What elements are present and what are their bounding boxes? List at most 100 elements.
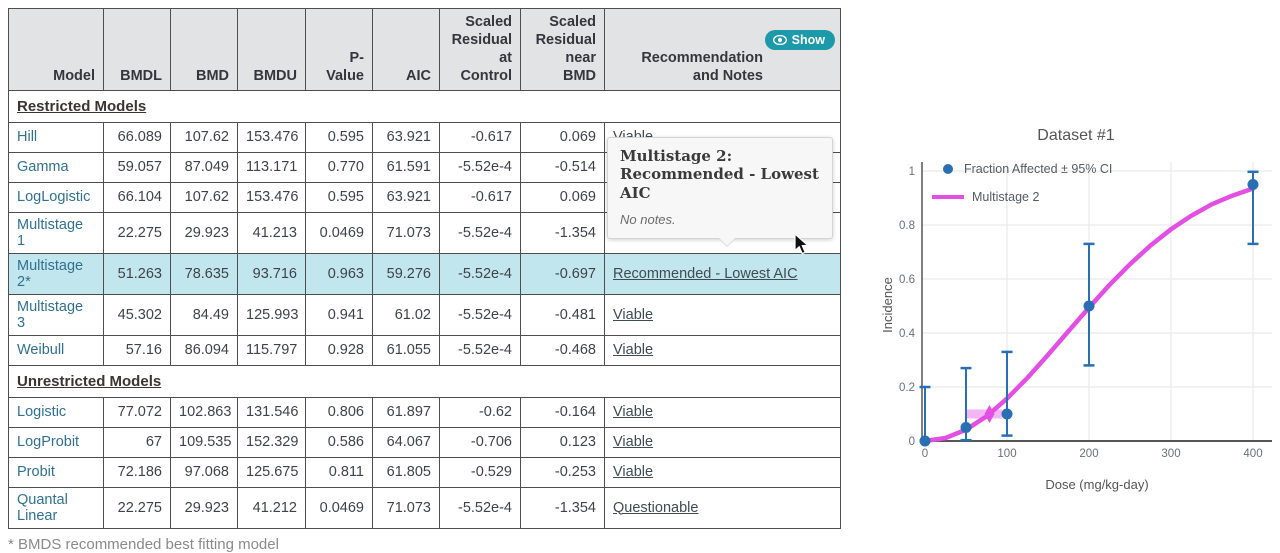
value-cell: 84.49	[170, 293, 238, 336]
value-cell: -0.706	[439, 426, 521, 458]
legend-item-fraction-affected[interactable]: Fraction Affected ± 95% CI	[943, 162, 1112, 176]
col-header-bmd: BMD	[170, 8, 238, 91]
recommendation-link[interactable]: Viable	[613, 404, 654, 420]
dose-response-chart: 0 0.2 0.4 0.6 0.8 1 0 100 200 300 400 Dose (mg/kg-d…	[880, 105, 1280, 500]
chart-canvas[interactable]: 0 0.2 0.4 0.6 0.8 1 0 100 200 300 400 Dose (mg/kg-d…	[880, 105, 1280, 500]
value-cell: 107.62	[170, 121, 238, 153]
col-header-bmdu: BMDU	[237, 8, 306, 91]
y-tick-label: 0.8	[899, 220, 915, 232]
value-cell: 125.675	[237, 456, 306, 488]
value-cell: 63.921	[372, 121, 440, 153]
col-header-recommendation: Recommendation and Notes Show	[604, 8, 841, 91]
section-label: Unrestricted Models	[17, 372, 162, 390]
x-tick-label: 100	[997, 448, 1016, 460]
model-link[interactable]: Multistage 3	[17, 298, 84, 331]
y-axis-title: Incidence	[880, 277, 895, 333]
y-tick-label: 1	[909, 166, 915, 178]
recommendation-link[interactable]: Viable	[613, 464, 654, 480]
value-cell: 59.057	[103, 151, 171, 183]
table-row: Weibull 57.16 86.094 115.797 0.928 61.055 -5.5…	[8, 334, 841, 366]
col-header-bmdl: BMDL	[103, 8, 171, 91]
x-tick-label: 0	[922, 448, 928, 460]
tooltip-title: Multistage 2: Recommended - Lowest AIC	[620, 147, 819, 202]
value-cell: -5.52e-4	[439, 252, 521, 295]
value-cell: 0.123	[520, 426, 605, 458]
table-row: Hill 66.089 107.62 153.476 0.595 63.921 -0.617…	[8, 121, 841, 153]
value-cell: 78.635	[170, 252, 238, 295]
chart-title: Dataset #1	[1037, 127, 1114, 144]
recommendation-link[interactable]: Viable	[613, 306, 654, 323]
bmd-diamond-marker	[984, 405, 995, 423]
value-cell: 64.067	[372, 426, 440, 458]
show-button[interactable]: Show	[764, 30, 835, 50]
y-tick-label: 0	[909, 436, 915, 448]
model-summary-table-container: Model BMDL BMD BMDU P-Value AIC Scaled R…	[8, 8, 841, 553]
value-cell: 61.897	[372, 396, 440, 428]
recommendation-tooltip: Multistage 2: Recommended - Lowest AIC N…	[607, 137, 833, 247]
model-link[interactable]: Probit	[17, 464, 55, 480]
value-cell: 51.263	[103, 252, 171, 295]
legend-label: Fraction Affected ± 95% CI	[964, 162, 1112, 176]
table-row: Multistage 2* 51.263 78.635 93.716 0.963 59.2…	[8, 252, 841, 295]
section-header-row: Unrestricted Models	[8, 364, 841, 398]
value-cell: 0.806	[305, 396, 373, 428]
value-cell: 115.797	[237, 334, 306, 366]
mouse-cursor-icon	[794, 233, 810, 255]
value-cell: -0.617	[439, 121, 521, 153]
model-link[interactable]: LogLogistic	[17, 189, 91, 205]
recommendation-cell: Viable	[604, 293, 841, 336]
recommendation-cell: Viable	[604, 456, 841, 488]
value-cell: 77.072	[103, 396, 171, 428]
col-header-scaled-residual-control: Scaled Residual at Control	[439, 8, 521, 91]
value-cell: 0.069	[520, 181, 605, 213]
model-link[interactable]: Multistage 1	[17, 216, 84, 249]
value-cell: -0.617	[439, 181, 521, 213]
value-cell: 153.476	[237, 181, 306, 213]
model-link[interactable]: LogProbit	[17, 434, 80, 450]
legend-label: Multistage 2	[972, 190, 1039, 204]
section-label: Restricted Models	[17, 97, 147, 115]
x-axis-title: Dose (mg/kg-day)	[1045, 477, 1148, 492]
model-link[interactable]: Logistic	[17, 404, 67, 420]
value-cell: 0.811	[305, 456, 373, 488]
bmd-interval-band	[967, 409, 1002, 419]
value-cell: 0.928	[305, 334, 373, 366]
value-cell: -0.164	[520, 396, 605, 428]
recommendation-cell: Viable	[604, 426, 841, 458]
value-cell: 153.476	[237, 121, 306, 153]
value-cell: -5.52e-4	[439, 211, 521, 254]
value-cell: 67	[103, 426, 171, 458]
value-cell: 61.591	[372, 151, 440, 183]
model-link[interactable]: Multistage 2*	[17, 257, 84, 290]
value-cell: -0.514	[520, 151, 605, 183]
value-cell: 0.595	[305, 181, 373, 213]
col-header-model: Model	[8, 8, 104, 91]
table-row: Logistic 77.072 102.863 131.546 0.806 61.897 -…	[8, 396, 841, 428]
x-tick-label: 200	[1079, 448, 1098, 460]
data-point	[960, 422, 972, 433]
value-cell: -0.697	[520, 252, 605, 295]
model-link[interactable]: Gamma	[17, 159, 69, 175]
table-row: LogProbit 67 109.535 152.329 0.586 64.067 -0.7…	[8, 426, 841, 458]
recommendation-cell: Viable	[604, 396, 841, 428]
value-cell: 102.863	[170, 396, 238, 428]
model-summary-table: Model BMDL BMD BMDU P-Value AIC Scaled R…	[8, 8, 841, 529]
value-cell: 131.546	[237, 396, 306, 428]
col-header-aic: AIC	[372, 8, 440, 91]
model-link[interactable]: Weibull	[17, 342, 65, 358]
value-cell: 0.770	[305, 151, 373, 183]
recommendation-link[interactable]: Viable	[613, 434, 654, 450]
recommendation-link[interactable]: Viable	[613, 342, 654, 358]
value-cell: 0.0469	[305, 211, 373, 254]
value-cell: 71.073	[372, 211, 440, 254]
value-cell: -0.481	[520, 293, 605, 336]
value-cell: 113.171	[237, 151, 306, 183]
value-cell: 61.02	[372, 293, 440, 336]
recommendation-link[interactable]: Recommended - Lowest AIC	[613, 265, 798, 282]
model-link[interactable]: Hill	[17, 129, 38, 145]
col-header-pvalue: P-Value	[305, 8, 373, 91]
data-point	[1083, 300, 1095, 312]
value-cell: 22.275	[103, 211, 171, 254]
value-cell: -1.354	[520, 211, 605, 254]
legend-item-multistage2[interactable]: Multistage 2	[932, 190, 1039, 204]
